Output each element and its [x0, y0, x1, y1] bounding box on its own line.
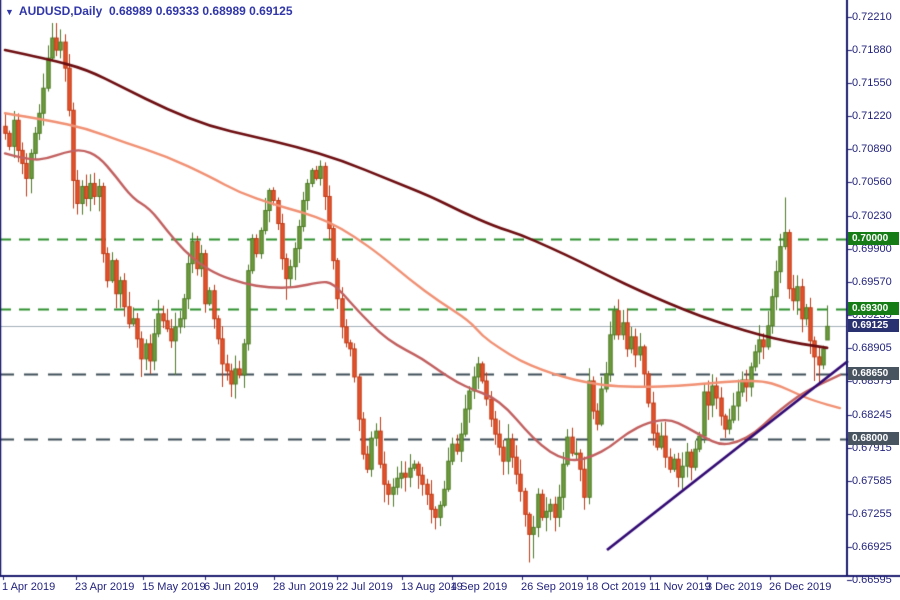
price-axis-label: 0.68905: [852, 342, 892, 355]
price-axis-label: 0.71880: [852, 44, 892, 57]
price-axis-label: 0.69570: [852, 275, 892, 288]
ohlc-high: 0.69333: [155, 4, 200, 18]
time-axis-label: 18 Oct 2019: [586, 581, 646, 593]
time-axis-label: 23 Apr 2019: [75, 581, 135, 593]
price-level-chip: 0.68650: [848, 366, 899, 380]
time-axis-label: 26 Dec 2019: [769, 581, 832, 593]
price-axis-label: 0.68245: [852, 408, 892, 421]
price-axis-label: 0.72210: [852, 11, 892, 23]
price-axis-label: 0.70890: [852, 143, 892, 156]
time-axis-label: 11 Nov 2019: [649, 581, 711, 593]
time-axis-label: 3 Dec 2019: [706, 581, 763, 593]
price-axis-label: 0.67255: [852, 507, 892, 520]
time-axis-label: 22 Jul 2019: [336, 581, 393, 593]
time-axis-label: 15 May 2019: [142, 581, 206, 593]
current-price-chip: 0.69125: [848, 319, 899, 333]
symbol-timeframe: AUDUSD,Daily: [18, 4, 103, 18]
chart-title: ▼ AUDUSD,Daily 0.68989 0.69333 0.68989 0.…: [5, 4, 293, 18]
price-axis-label: 0.70230: [852, 209, 892, 222]
time-axis-label: 26 Sep 2019: [521, 581, 584, 593]
time-axis-label: 1 Apr 2019: [2, 581, 56, 593]
time-axis-label: 4 Sep 2019: [451, 581, 508, 593]
price-level-chip: 0.68000: [848, 432, 899, 446]
price-level-chip: 0.69300: [848, 301, 899, 315]
ohlc-close: 0.69125: [249, 4, 293, 18]
price-level-chip: 0.70000: [848, 231, 899, 245]
collapse-triangle-icon[interactable]: ▼: [5, 7, 14, 17]
price-axis-label: 0.66925: [852, 540, 892, 553]
ohlc-low: 0.68989: [202, 4, 246, 18]
time-axis-label: 6 Jun 2019: [204, 581, 259, 593]
price-axis-label: 0.67585: [852, 474, 892, 487]
price-axis-label: 0.70560: [852, 176, 892, 189]
time-axis-label: 13 Aug 2019: [401, 581, 463, 593]
price-axis-label: 0.71220: [852, 110, 892, 123]
price-axis-label: 0.66595: [852, 574, 892, 586]
price-axis-label: 0.71550: [852, 77, 892, 90]
time-axis-label: 28 Jun 2019: [273, 581, 334, 593]
ohlc-open: 0.68989: [108, 4, 153, 18]
price-axis-label: 0.69900: [852, 242, 892, 255]
